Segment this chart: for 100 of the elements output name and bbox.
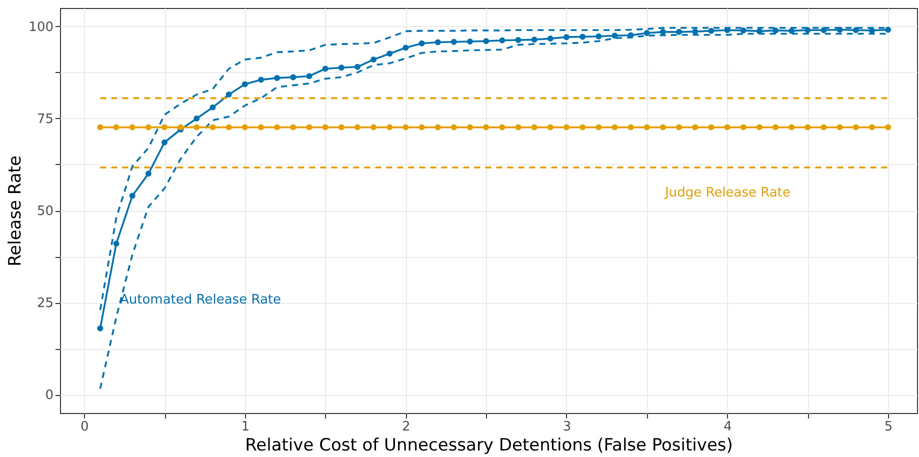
point <box>676 124 682 130</box>
point <box>274 74 280 81</box>
point <box>434 39 441 46</box>
point <box>434 124 441 130</box>
point <box>708 28 714 34</box>
point <box>515 124 522 130</box>
point <box>612 124 618 130</box>
point <box>145 124 152 130</box>
point <box>724 124 730 130</box>
point <box>210 124 216 130</box>
x-tick-label: 0 <box>80 420 89 434</box>
point <box>628 124 634 130</box>
point <box>467 38 474 44</box>
point <box>226 92 232 98</box>
point <box>676 28 682 35</box>
point <box>660 124 666 130</box>
point <box>820 27 827 34</box>
point <box>194 124 200 130</box>
point <box>628 32 634 38</box>
y-tick-label: 75 <box>36 112 54 127</box>
point <box>852 27 859 34</box>
point <box>836 124 843 130</box>
point <box>612 32 618 39</box>
point <box>788 124 795 130</box>
point <box>226 124 232 130</box>
point <box>290 124 296 130</box>
point <box>644 124 650 130</box>
y-axis-title: Release Rate <box>6 156 26 266</box>
point <box>178 124 184 130</box>
point <box>274 124 280 130</box>
point <box>145 170 152 177</box>
point <box>644 30 650 36</box>
point <box>338 124 344 130</box>
point <box>162 139 168 146</box>
point <box>97 325 104 332</box>
x-axis-title: Relative Cost of Unnecessary Detentions (False Positives) <box>245 436 733 456</box>
point <box>450 124 457 130</box>
point <box>804 27 811 34</box>
point <box>418 124 425 130</box>
point <box>210 104 216 110</box>
point <box>113 240 120 247</box>
point <box>450 38 457 45</box>
point <box>386 50 393 57</box>
y-tick-label: 25 <box>36 296 54 312</box>
point <box>547 124 554 130</box>
point <box>354 64 360 70</box>
point <box>596 33 602 40</box>
point <box>596 124 602 130</box>
point <box>129 192 136 199</box>
y-tick-label: 0 <box>45 388 54 404</box>
point <box>306 124 312 130</box>
point <box>804 124 811 130</box>
point <box>467 124 474 130</box>
annotation: Automated Release Rate <box>120 292 282 308</box>
point <box>580 34 586 40</box>
x-tick-label: 1 <box>241 420 250 434</box>
point <box>162 124 168 130</box>
point <box>242 124 248 130</box>
point <box>129 124 136 130</box>
point <box>113 124 120 130</box>
point <box>354 124 360 130</box>
point <box>306 73 312 80</box>
point <box>740 27 746 34</box>
x-tick-label: 2 <box>402 420 410 434</box>
point <box>499 124 506 130</box>
point <box>740 124 746 130</box>
x-tick-label: 5 <box>884 420 893 434</box>
point <box>242 81 248 88</box>
point <box>563 124 570 130</box>
point <box>885 26 892 33</box>
point <box>852 124 859 130</box>
point <box>338 64 344 71</box>
point <box>660 28 666 35</box>
point <box>483 124 490 130</box>
point <box>483 38 490 44</box>
point <box>756 124 762 130</box>
point <box>820 124 827 130</box>
point <box>772 124 779 130</box>
point <box>788 28 795 34</box>
point <box>370 56 377 63</box>
point <box>692 124 698 130</box>
point <box>97 124 104 130</box>
point <box>772 27 779 34</box>
point <box>402 124 409 130</box>
y-tick-label: 100 <box>28 20 54 35</box>
point <box>402 44 409 51</box>
point <box>258 76 264 83</box>
point <box>322 124 328 130</box>
point <box>290 74 296 80</box>
point <box>418 40 425 46</box>
y-tick-label: 50 <box>36 204 54 219</box>
point <box>258 124 264 130</box>
point <box>515 37 522 44</box>
point <box>868 124 875 130</box>
annotation: Judge Release Rate <box>664 185 790 200</box>
point <box>885 124 892 130</box>
point <box>531 36 538 43</box>
point <box>708 124 714 130</box>
point <box>563 34 570 40</box>
point <box>370 124 377 130</box>
